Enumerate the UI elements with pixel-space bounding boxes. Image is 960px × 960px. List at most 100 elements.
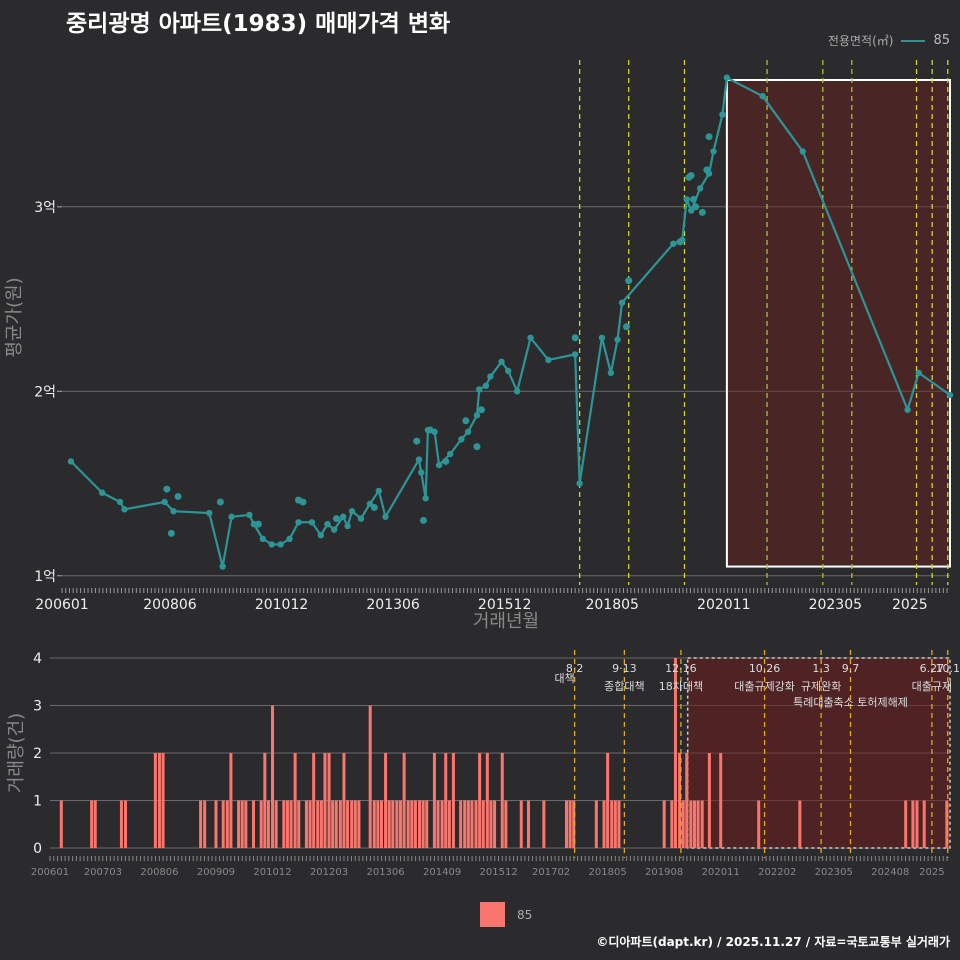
scatter-point [332, 515, 340, 523]
legend-top: 전용면적(㎡) 85 [828, 32, 950, 49]
volume-bar [271, 705, 275, 848]
volume-bar [312, 753, 316, 848]
volume-bar [617, 800, 621, 848]
volume-bar [440, 800, 444, 848]
volume-bar [478, 753, 482, 848]
volume-bar [757, 800, 761, 848]
x-tick-label: 200806 [140, 867, 178, 878]
price-point [904, 406, 911, 413]
scatter-point [216, 498, 224, 506]
volume-bar [421, 800, 425, 848]
volume-bar [685, 753, 689, 848]
scatter-point [687, 171, 695, 179]
x-tick-label: 201702 [532, 867, 570, 878]
price-point [348, 508, 356, 515]
scatter-point [625, 277, 633, 285]
price-point [598, 334, 606, 341]
price-point [206, 509, 213, 517]
volume-bar [444, 753, 448, 848]
price-point [415, 456, 423, 463]
volume-bar [719, 753, 723, 848]
price-point [710, 148, 717, 155]
volume-bar [153, 753, 157, 848]
volume-bar [285, 800, 289, 848]
volume-bar [470, 800, 474, 848]
volume-bar [432, 753, 436, 848]
volume-bar [519, 800, 523, 848]
price-point [98, 489, 106, 496]
scatter-point [473, 443, 481, 451]
volume-bar [297, 800, 301, 848]
scatter-point [370, 504, 378, 512]
volume-bar [564, 800, 568, 848]
volume-bar [493, 800, 497, 848]
price-point [618, 299, 626, 306]
price-point [422, 495, 429, 502]
price-point [295, 519, 302, 526]
volume-bar [124, 800, 128, 848]
volume-bar [357, 800, 361, 848]
volume-bar [500, 753, 504, 848]
x-tick-label: 201203 [310, 867, 348, 878]
policy-name: 대출규제 [912, 680, 952, 693]
volume-bar [572, 800, 576, 848]
policy-date: 6.27 [920, 662, 945, 675]
volume-bar [417, 800, 422, 848]
volume-bar [221, 800, 225, 848]
price-point [458, 436, 465, 443]
x-tick-label: 202408 [871, 867, 909, 878]
volume-bar [338, 800, 342, 848]
policy-name: 대책 [554, 672, 574, 685]
price-point [447, 450, 454, 458]
y-tick-label: 1 [33, 794, 42, 810]
volume-bar [214, 800, 218, 848]
volume-bar [504, 800, 508, 848]
volume-bar [372, 800, 376, 848]
volume-bar [368, 705, 372, 848]
volume-bar [425, 800, 429, 848]
price-point [576, 480, 583, 487]
y-tick-label: 3억 [34, 200, 56, 216]
policy-date: 9·13 [612, 662, 637, 675]
x-tick-label: 200806 [143, 597, 197, 613]
x-tick-label: 201908 [645, 867, 683, 878]
volume-bar [350, 800, 354, 848]
x-tick-label: 2025 [919, 867, 944, 878]
price-point [246, 511, 253, 519]
scatter-point [477, 406, 485, 414]
volume-bar [240, 800, 244, 848]
volume-bar [922, 800, 926, 848]
price-point [513, 388, 521, 395]
volume-bar [485, 753, 489, 848]
x-tick-label: 201805 [585, 597, 638, 613]
volume-bar [331, 800, 335, 848]
scatter-point [622, 323, 630, 331]
volume-bar [689, 800, 693, 848]
highlight-box [686, 657, 951, 849]
y-axis-label: 평균가(원) [4, 277, 25, 357]
volume-bar [229, 753, 233, 848]
price-point [366, 500, 374, 508]
price-point [435, 461, 443, 469]
volume-bar [244, 800, 248, 848]
price-point [759, 92, 766, 100]
source-caption: ©디아파트(dapt.kr) / 2025.11.27 / 자료=국토교통부 실… [596, 935, 950, 949]
volume-bar [266, 800, 270, 848]
volume-bar [670, 800, 674, 848]
x-tick-label: 201805 [589, 867, 627, 878]
scatter-point [413, 437, 421, 445]
x-axis-label: 거래년월 [473, 611, 539, 632]
y-tick-label: 0 [33, 841, 42, 857]
x-tick-label: 200601 [35, 597, 88, 613]
volume-bar [334, 800, 338, 848]
volume-bar [304, 800, 308, 848]
volume-bar [327, 753, 331, 848]
chart-title: 중리광명 아파트(1983) 매매가격 변화 [66, 11, 451, 37]
volume-bar [436, 800, 440, 848]
price-point [482, 382, 490, 389]
volume-bar [662, 800, 666, 848]
volume-bar [696, 800, 700, 848]
price-point [719, 111, 726, 118]
scatter-point [571, 334, 579, 342]
volume-bar [398, 800, 403, 848]
